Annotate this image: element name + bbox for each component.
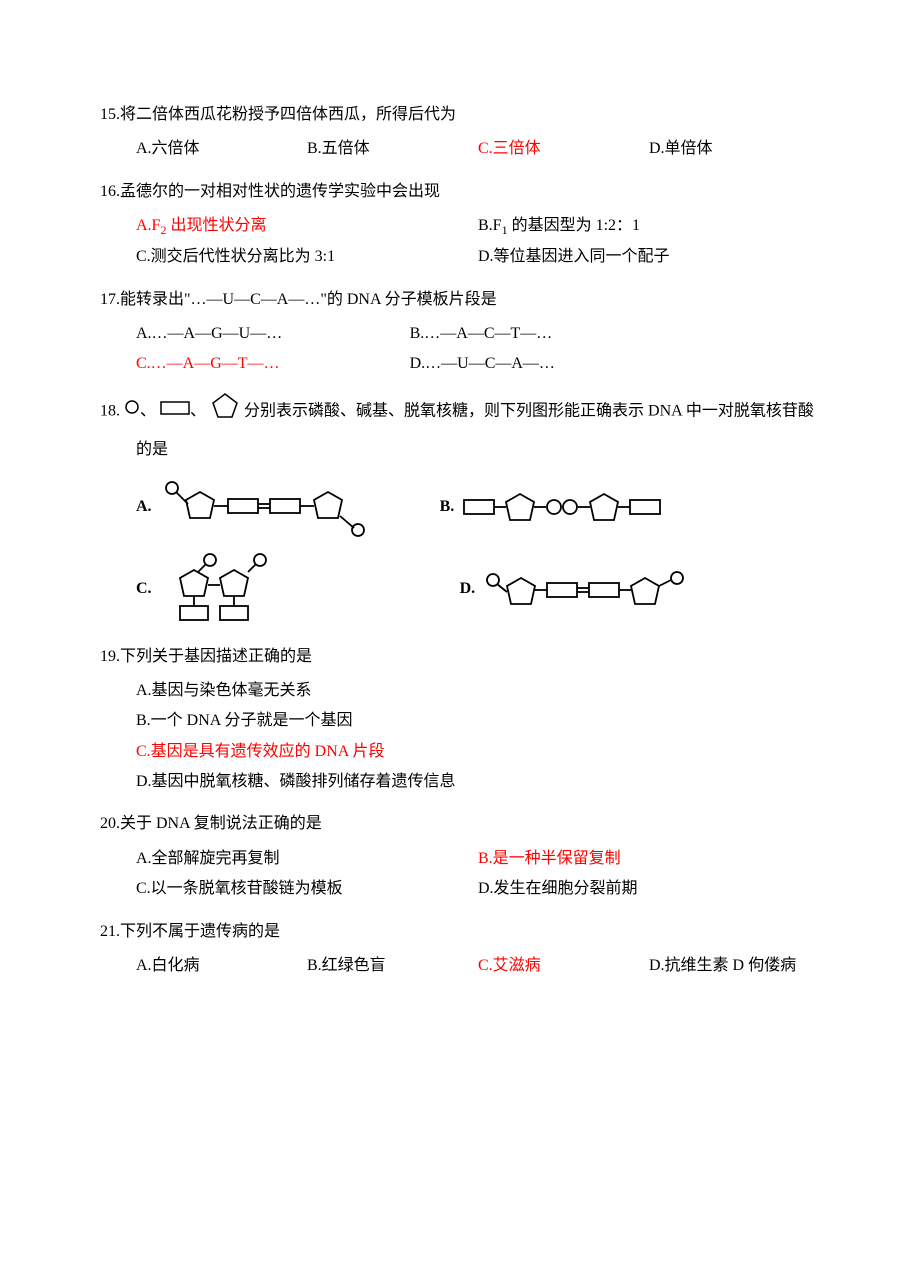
options: A.基因与染色体毫无关系 B.一个 DNA 分子就是一个基因 C.基因是具有遗传…	[100, 676, 820, 798]
options: A.…—A—G—U—… B.…—A—C—T—… C.…—A—G—T—… D.…—…	[100, 319, 820, 380]
options: A.全部解旋完再复制 B.是一种半保留复制 C.以一条脱氧核苷酸链为模板 D.发…	[100, 844, 820, 905]
option-a: A.六倍体	[136, 134, 307, 164]
option-c: C.艾滋病	[478, 951, 649, 981]
diagram-row-ab: A. B.	[100, 478, 820, 538]
question-17: 17.能转录出"…—U—C—A—…"的 DNA 分子模板片段是 A.…—A—G—…	[100, 285, 820, 380]
options: A.F2 出现性状分离 B.F1 的基因型为 1:2：1 C.测交后代性状分离比…	[100, 211, 820, 272]
option-a: A.…—A—G—U—…	[136, 319, 410, 349]
option-c: C.三倍体	[478, 134, 649, 164]
option-b: B.红绿色盲	[307, 951, 478, 981]
diagram-d-svg	[483, 570, 743, 610]
question-text: 19.下列关于基因描述正确的是	[100, 642, 820, 672]
diagram-b-svg	[462, 488, 712, 528]
question-text: 20.关于 DNA 复制说法正确的是	[100, 809, 820, 839]
option-a: A.白化病	[136, 951, 307, 981]
diagram-c-svg	[160, 550, 320, 630]
question-16: 16.孟德尔的一对相对性状的遗传学实验中会出现 A.F2 出现性状分离 B.F1…	[100, 177, 820, 273]
phosphate-circle-icon	[124, 396, 140, 426]
sugar-pentagon-icon	[210, 392, 240, 431]
diagram-a-svg	[160, 478, 390, 538]
question-text: 21.下列不属于遗传病的是	[100, 917, 820, 947]
question-text: 17.能转录出"…—U—C—A—…"的 DNA 分子模板片段是	[100, 285, 820, 315]
option-d-diagram: D.	[460, 570, 744, 610]
option-b: B.是一种半保留复制	[478, 844, 820, 874]
question-21: 21.下列不属于遗传病的是 A.白化病 B.红绿色盲 C.艾滋病 D.抗维生素 …	[100, 917, 820, 982]
option-b-diagram: B.	[440, 488, 713, 528]
option-d: D.发生在细胞分裂前期	[478, 874, 820, 904]
option-b: B.一个 DNA 分子就是一个基因	[136, 706, 820, 736]
question-19: 19.下列关于基因描述正确的是 A.基因与染色体毫无关系 B.一个 DNA 分子…	[100, 642, 820, 798]
question-18: 18. 、 、 分别表示磷酸、碱基、脱氧核糖，则下列图形能正确表示 DNA 中一…	[100, 392, 820, 630]
option-c: C.基因是具有遗传效应的 DNA 片段	[136, 737, 820, 767]
option-d: D.抗维生素 D 佝偻病	[649, 951, 820, 981]
base-rect-icon	[160, 396, 190, 426]
option-d: D.等位基因进入同一个配子	[478, 242, 820, 272]
option-c: C.以一条脱氧核苷酸链为模板	[136, 874, 478, 904]
question-text: 16.孟德尔的一对相对性状的遗传学实验中会出现	[100, 177, 820, 207]
options: A.白化病 B.红绿色盲 C.艾滋病 D.抗维生素 D 佝偻病	[100, 951, 820, 981]
question-text: 18. 、 、 分别表示磷酸、碱基、脱氧核糖，则下列图形能正确表示 DNA 中一…	[100, 392, 820, 431]
option-a-diagram: A.	[136, 478, 390, 538]
option-c: C.测交后代性状分离比为 3:1	[136, 242, 478, 272]
question-20: 20.关于 DNA 复制说法正确的是 A.全部解旋完再复制 B.是一种半保留复制…	[100, 809, 820, 904]
option-d: D.基因中脱氧核糖、磷酸排列储存着遗传信息	[136, 767, 820, 797]
option-a: A.基因与染色体毫无关系	[136, 676, 820, 706]
question-text-cont: 的是	[100, 435, 820, 465]
question-15: 15.将二倍体西瓜花粉授予四倍体西瓜，所得后代为 A.六倍体 B.五倍体 C.三…	[100, 100, 820, 165]
option-a: A.全部解旋完再复制	[136, 844, 478, 874]
option-b: B.五倍体	[307, 134, 478, 164]
option-b: B.…—A—C—T—…	[410, 319, 684, 349]
option-c: C.…—A—G—T—…	[136, 349, 410, 379]
option-d: D.…—U—C—A—…	[410, 349, 684, 379]
option-c-diagram: C.	[136, 550, 320, 630]
option-a: A.F2 出现性状分离	[136, 211, 478, 242]
option-d: D.单倍体	[649, 134, 820, 164]
options: A.六倍体 B.五倍体 C.三倍体 D.单倍体	[100, 134, 820, 164]
option-b: B.F1 的基因型为 1:2：1	[478, 211, 820, 242]
diagram-row-cd: C. D.	[100, 550, 820, 630]
question-text: 15.将二倍体西瓜花粉授予四倍体西瓜，所得后代为	[100, 100, 820, 130]
